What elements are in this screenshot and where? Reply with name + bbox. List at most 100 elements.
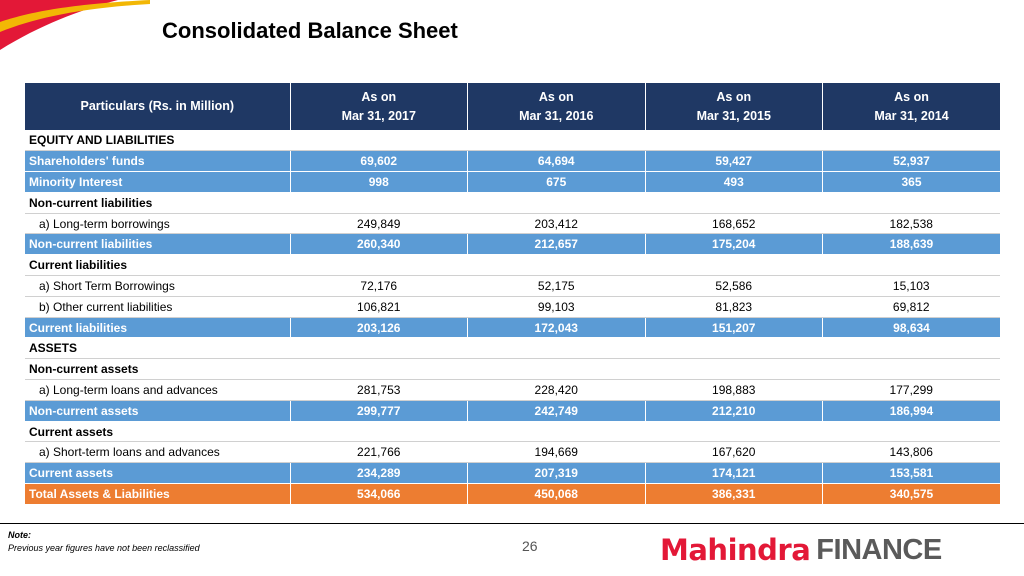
row-value: [290, 254, 468, 277]
row-label: Current assets: [25, 462, 290, 485]
row-label: EQUITY AND LIABILITIES: [25, 130, 290, 152]
row-value: [290, 130, 468, 152]
row-value: [467, 421, 645, 443]
footer-divider: [0, 523, 1024, 524]
row-value: [822, 192, 1000, 214]
page-title: Consolidated Balance Sheet: [162, 18, 458, 43]
column-header-2015: As on Mar 31, 2015: [645, 83, 823, 130]
row-value: 177,299: [822, 379, 1000, 401]
table-row-item: a) Long-term loans and advances 281,753 22…: [25, 379, 1000, 401]
table-row-section: Current assets: [25, 421, 1000, 443]
note-text: Previous year figures have not been recl…: [8, 543, 200, 553]
row-value: 493: [644, 171, 823, 193]
logo-finance-text: FINANCE: [816, 533, 942, 566]
row-value: 188,639: [822, 233, 1000, 256]
row-value: 249,849: [290, 213, 468, 235]
table-row-item: a) Long-term borrowings 249,849 203,412 168…: [25, 213, 1000, 235]
row-value: [290, 337, 468, 360]
table-row-section: ASSETS: [25, 337, 1000, 360]
row-value: 174,121: [644, 462, 823, 485]
balance-sheet-table: Particulars (Rs. in Million) As on Mar 3…: [25, 83, 1000, 505]
table-row-subtotal: Current assets 234,289 207,319 174,121 153,5…: [25, 462, 1000, 485]
row-value: [467, 254, 645, 277]
row-label: a) Long-term borrowings: [25, 213, 290, 235]
row-value: 106,821: [290, 296, 468, 318]
corner-swoosh-graphic: [0, 0, 150, 50]
table-row-subtotal: Shareholders' funds 69,602 64,694 59,427 52,…: [25, 150, 1000, 173]
column-header-line1: As on: [716, 89, 752, 104]
row-value: 15,103: [822, 275, 1000, 297]
table-row-section: Non-current assets: [25, 358, 1000, 381]
mahindra-finance-logo: Mahindra FINANCE: [660, 530, 942, 570]
row-value: 194,669: [467, 441, 645, 464]
row-value: [822, 421, 1000, 443]
particulars-header: Particulars (Rs. in Million): [25, 83, 291, 130]
column-header-line1: As on: [894, 89, 929, 104]
row-value: 52,175: [467, 275, 645, 297]
row-value: 386,331: [644, 483, 823, 505]
row-value: 221,766: [290, 441, 468, 464]
column-header-line2: Mar 31, 2015: [696, 108, 771, 123]
table-row-section: EQUITY AND LIABILITIES: [25, 130, 1000, 152]
row-value: 64,694: [467, 150, 645, 173]
row-value: 69,602: [289, 150, 468, 173]
page-number: 26: [522, 538, 538, 554]
row-value: 212,210: [644, 400, 823, 422]
row-value: [645, 337, 823, 360]
row-value: 186,994: [822, 400, 1000, 422]
row-value: 228,420: [467, 379, 645, 401]
row-value: [467, 130, 645, 152]
row-value: 168,652: [645, 213, 823, 235]
table-row-item: a) Short-term loans and advances 221,766 1…: [25, 441, 1000, 464]
row-value: 81,823: [645, 296, 823, 318]
row-value: 182,538: [822, 213, 1000, 235]
row-value: 207,319: [467, 462, 645, 485]
row-value: 534,066: [289, 483, 468, 505]
row-value: 72,176: [290, 275, 468, 297]
column-header-line2: Mar 31, 2016: [519, 108, 594, 123]
row-value: 153,581: [822, 462, 1000, 485]
row-value: 69,812: [822, 296, 1000, 318]
row-value: [645, 130, 823, 152]
column-header-line1: As on: [538, 89, 574, 104]
table-row-section: Current liabilities: [25, 254, 1000, 277]
row-value: 234,289: [289, 462, 468, 485]
row-value: 281,753: [290, 379, 468, 401]
row-value: 365: [822, 171, 1000, 193]
row-value: [822, 337, 1000, 360]
row-value: [822, 358, 1000, 381]
row-value: 52,937: [822, 150, 1000, 173]
table-body: EQUITY AND LIABILITIES Shareholders' fund…: [25, 130, 1000, 505]
row-label: a) Short Term Borrowings: [25, 275, 290, 297]
row-value: 99,103: [467, 296, 645, 318]
column-header-line1: As on: [361, 89, 397, 104]
row-value: 212,657: [467, 233, 645, 256]
row-value: 242,749: [467, 400, 645, 422]
row-label: Total Assets & Liabilities: [25, 483, 290, 505]
row-value: 52,586: [645, 275, 823, 297]
logo-brand-text: Mahindra: [660, 533, 811, 567]
row-label: Current liabilities: [25, 317, 290, 339]
column-header-line2: Mar 31, 2014: [874, 108, 949, 123]
row-label: Shareholders' funds: [25, 150, 290, 173]
row-value: [467, 337, 645, 360]
table-row-item: b) Other current liabilities 106,821 99,10…: [25, 296, 1000, 318]
table-row-total: Total Assets & Liabilities 534,066 450,068…: [25, 483, 1000, 505]
table-row-subtotal: Non-current liabilities 260,340 212,657 175…: [25, 233, 1000, 256]
column-header-2017: As on Mar 31, 2017: [290, 83, 468, 130]
row-value: [467, 358, 645, 381]
row-label: a) Long-term loans and advances: [25, 379, 290, 401]
row-value: [645, 192, 823, 214]
row-value: 203,412: [467, 213, 645, 235]
row-value: [645, 254, 823, 277]
row-value: [645, 421, 823, 443]
column-header-2016: As on Mar 31, 2016: [467, 83, 646, 130]
row-label: Non-current assets: [25, 358, 290, 381]
row-value: 675: [467, 171, 645, 193]
row-label: Non-current liabilities: [25, 192, 290, 214]
column-header-line2: Mar 31, 2017: [341, 108, 416, 123]
table-row-item: a) Short Term Borrowings 72,176 52,175 52,5…: [25, 275, 1000, 297]
row-value: 450,068: [467, 483, 645, 505]
row-value: 172,043: [467, 317, 645, 339]
row-value: [645, 358, 823, 381]
